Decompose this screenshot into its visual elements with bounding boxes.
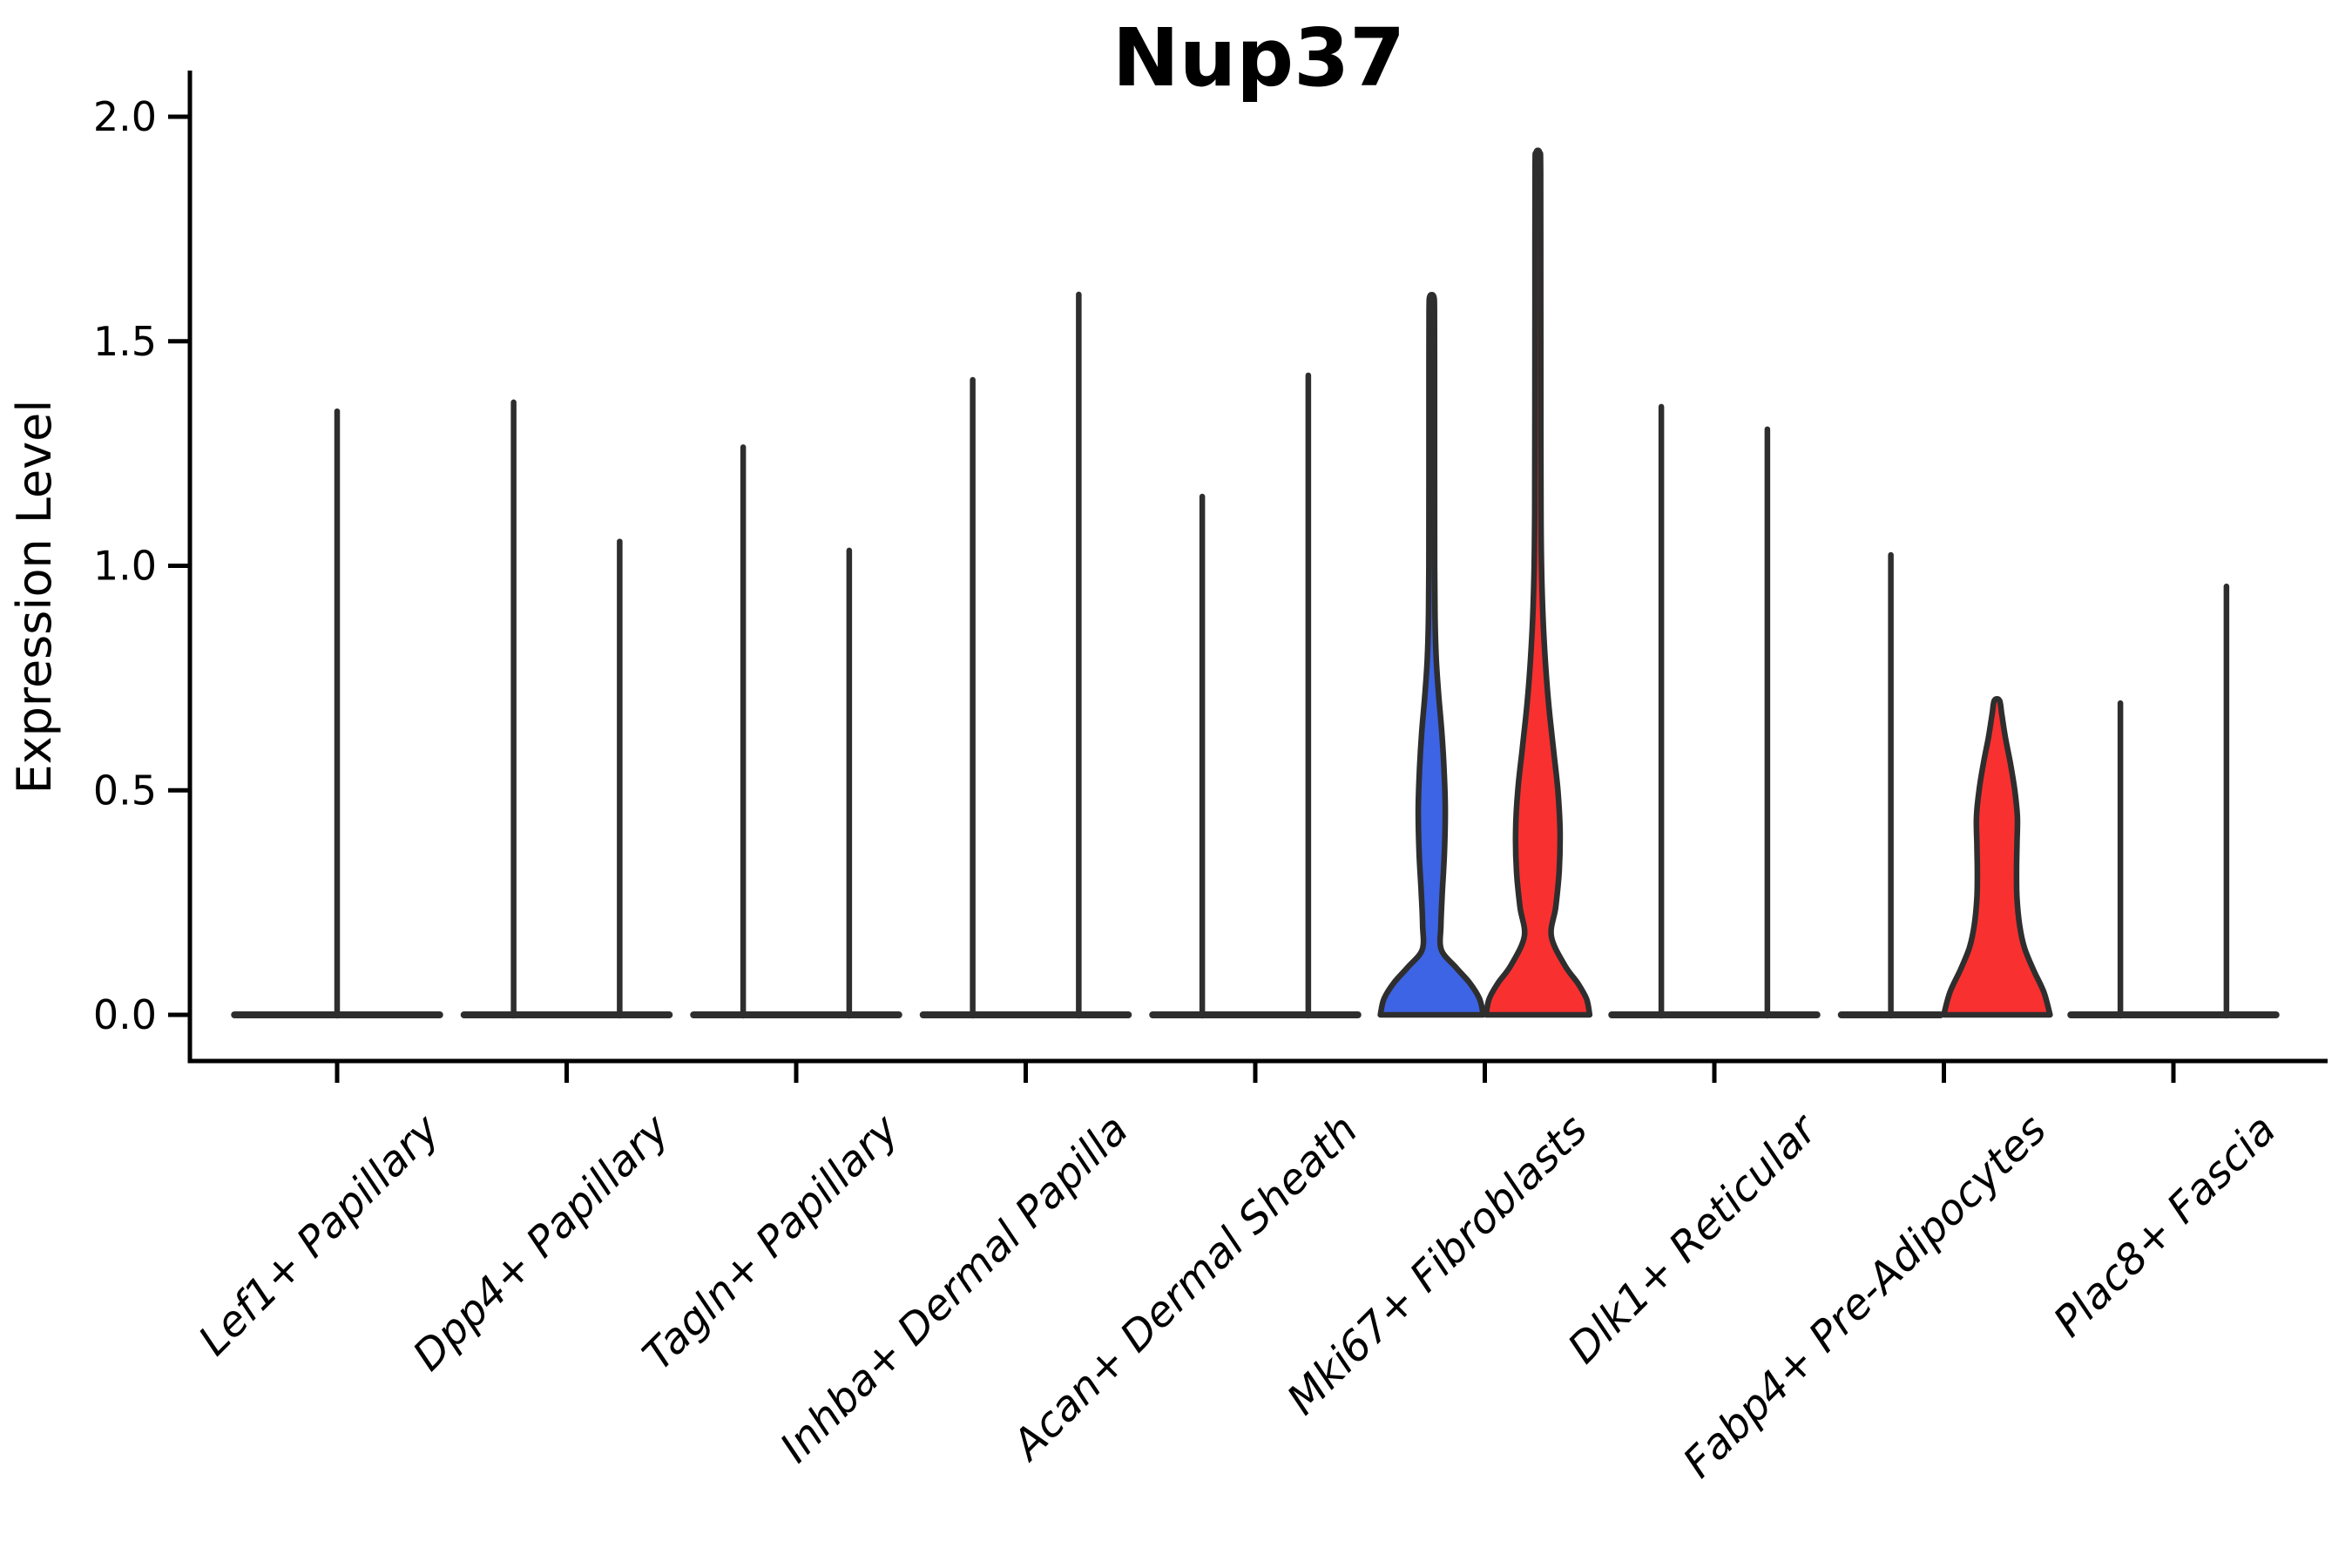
- violin-body-mki67-fibroblasts-right-red: [1483, 147, 1593, 1018]
- y-axis-title: Expression Level: [7, 400, 62, 794]
- y-tick-label-2: 1.0: [93, 543, 157, 590]
- y-tick-label-3: 1.5: [93, 318, 157, 365]
- violins-layer: [231, 147, 2280, 1019]
- violin-body-mki67-fibroblasts-left-blue: [1377, 292, 1486, 1018]
- chart-title: Nup37: [1112, 11, 1405, 105]
- x-tick-label-plac8-fascia: Plac8+ Fascia: [2044, 1105, 2286, 1347]
- x-tick-label-dlk1-reticular: Dlk1+ Reticular: [1558, 1104, 1828, 1374]
- x-tick-label-fabp4-pre-adipocytes: Fabp4+ Pre-Adipocytes: [1673, 1105, 2056, 1488]
- y-tick-label-0: 0.0: [93, 991, 157, 1038]
- x-tick-label-dpp4-papillary: Dpp4+ Papillary: [403, 1105, 679, 1380]
- x-tick-label-tagln-papillary: Tagln+ Papillary: [633, 1105, 909, 1380]
- axis-spines: [187, 71, 2328, 1064]
- x-tick-label-lef1-papillary: Lef1+ Papillary: [189, 1105, 449, 1365]
- y-tick-label-1: 0.5: [93, 767, 157, 814]
- y-tick-label-4: 2.0: [93, 93, 157, 140]
- violin-body-fabp4-pre-adipocytes-right-red: [1941, 696, 2053, 1018]
